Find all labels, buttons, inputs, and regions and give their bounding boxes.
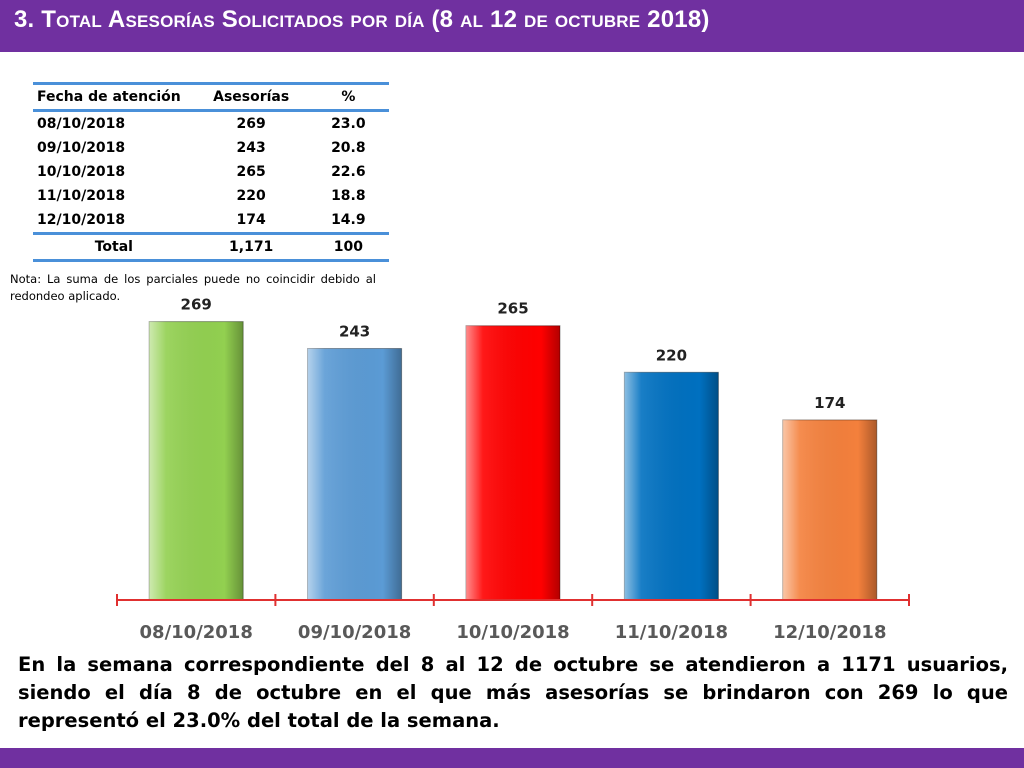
total-count: 1,171: [229, 239, 274, 255]
row-count: 243: [236, 140, 266, 156]
bar-highlight: [624, 372, 719, 600]
header-date: Fecha de atención: [37, 89, 181, 105]
row-date: 12/10/2018: [37, 212, 126, 228]
bar-highlight: [466, 325, 560, 600]
total-percent: 100: [333, 239, 363, 255]
row-count: 174: [236, 212, 266, 228]
summary-text: En la semana correspondiente del 8 al 12…: [18, 653, 1008, 732]
row-percent: 18.8: [331, 188, 366, 204]
row-percent: 22.6: [331, 164, 366, 180]
table-row: 12/10/2018 174 14.9: [33, 208, 389, 234]
x-tick-label: 11/10/2018: [615, 622, 728, 643]
row-date: 08/10/2018: [37, 116, 126, 132]
x-tick-label: 10/10/2018: [456, 622, 569, 643]
header-count: Asesorías: [213, 89, 290, 105]
bar-highlight: [782, 419, 877, 600]
data-table: Fecha de atención Asesorías % 08/10/2018…: [33, 82, 389, 262]
bar-value-label: 220: [656, 346, 687, 364]
row-count: 220: [236, 188, 266, 204]
header-percent: %: [341, 89, 356, 105]
x-tick-label: 12/10/2018: [773, 622, 886, 643]
page-title: 3. Total Asesorías Solicitados por día (…: [14, 6, 710, 33]
title-bar: 3. Total Asesorías Solicitados por día (…: [0, 0, 1024, 52]
table-row: 09/10/2018 243 20.8: [33, 136, 389, 160]
bar-value-label: 243: [339, 322, 370, 340]
row-percent: 20.8: [331, 140, 366, 156]
bar-chart: 269 243 265 220 174 08/10/2018 09/10/2018 10/1…: [116, 296, 910, 643]
bar-value-label: 174: [814, 394, 845, 412]
table-total-row: Total 1,171 100: [33, 233, 389, 261]
bottom-bar: [0, 748, 1024, 768]
data-table-container: Fecha de atención Asesorías % 08/10/2018…: [33, 82, 389, 262]
rounding-note: Nota: La suma de los parciales puede no …: [10, 272, 376, 303]
bar-value-label: 265: [497, 300, 528, 318]
row-count: 269: [236, 116, 266, 132]
x-tick-label: 08/10/2018: [140, 622, 253, 643]
bar-highlight: [149, 321, 244, 600]
table-row: 11/10/2018 220 18.8: [33, 184, 389, 208]
table-row: 10/10/2018 265 22.6: [33, 160, 389, 184]
x-tick-label: 09/10/2018: [298, 622, 411, 643]
total-label: Total: [94, 239, 133, 255]
row-count: 265: [236, 164, 266, 180]
row-date: 09/10/2018: [37, 140, 126, 156]
bar-value-label: 269: [181, 296, 212, 314]
row-date: 11/10/2018: [37, 188, 126, 204]
row-date: 10/10/2018: [37, 164, 126, 180]
row-percent: 14.9: [331, 212, 366, 228]
row-percent: 23.0: [331, 116, 366, 132]
bar-highlight: [307, 348, 402, 600]
table-row: 08/10/2018 269 23.0: [33, 111, 389, 137]
table-header-row: Fecha de atención Asesorías %: [33, 83, 389, 111]
